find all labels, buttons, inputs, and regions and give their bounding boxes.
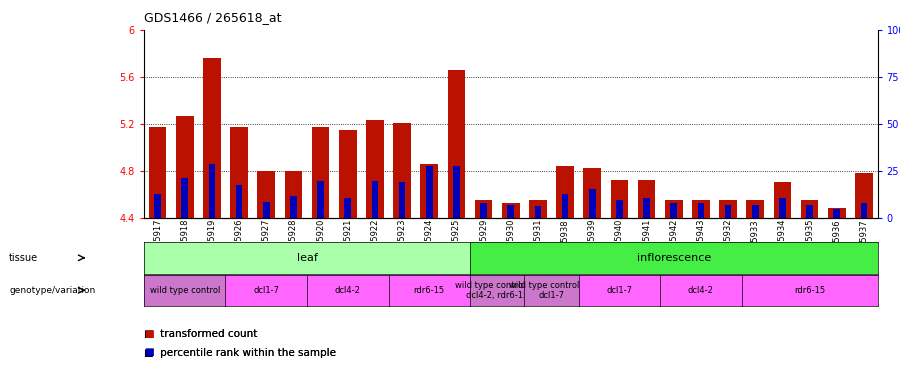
Bar bbox=[209, 164, 215, 218]
Bar bbox=[475, 200, 492, 217]
Bar bbox=[453, 166, 460, 218]
Text: wild type control for
dcl1-7: wild type control for dcl1-7 bbox=[509, 280, 594, 300]
Bar bbox=[508, 205, 514, 218]
Bar bbox=[692, 200, 710, 217]
Text: dcl4-2: dcl4-2 bbox=[688, 286, 714, 295]
Bar bbox=[833, 209, 840, 218]
Bar bbox=[236, 185, 242, 218]
Bar bbox=[182, 178, 188, 218]
Bar bbox=[447, 70, 465, 217]
Bar bbox=[644, 198, 650, 217]
Bar bbox=[583, 168, 601, 217]
Bar bbox=[284, 171, 302, 217]
Bar bbox=[616, 200, 623, 217]
Bar bbox=[290, 196, 297, 217]
Bar bbox=[176, 116, 194, 218]
Bar bbox=[230, 127, 248, 218]
Bar bbox=[263, 202, 270, 217]
Bar bbox=[393, 123, 411, 218]
Bar bbox=[372, 181, 378, 218]
Bar bbox=[670, 204, 677, 218]
Text: ■: ■ bbox=[144, 329, 154, 339]
Text: percentile rank within the sample: percentile rank within the sample bbox=[160, 348, 336, 357]
Bar bbox=[556, 166, 574, 218]
Text: ■  percentile rank within the sample: ■ percentile rank within the sample bbox=[144, 348, 336, 357]
Text: leaf: leaf bbox=[297, 253, 318, 263]
Bar bbox=[317, 181, 324, 218]
Bar bbox=[366, 120, 383, 218]
Bar bbox=[806, 205, 813, 218]
Bar bbox=[724, 205, 732, 218]
Text: genotype/variation: genotype/variation bbox=[9, 286, 95, 295]
Bar bbox=[719, 200, 737, 217]
Bar bbox=[529, 200, 546, 217]
Text: dcl4-2: dcl4-2 bbox=[335, 286, 361, 295]
Text: inflorescence: inflorescence bbox=[636, 253, 711, 263]
Bar bbox=[426, 166, 433, 218]
Bar bbox=[779, 198, 786, 217]
Text: tissue: tissue bbox=[9, 253, 38, 263]
Bar bbox=[665, 200, 682, 217]
Bar bbox=[562, 194, 569, 217]
Bar bbox=[257, 171, 275, 217]
Bar bbox=[610, 180, 628, 218]
Bar bbox=[746, 200, 764, 217]
Bar bbox=[481, 204, 487, 218]
Text: wild type control: wild type control bbox=[149, 286, 220, 295]
Bar bbox=[774, 182, 791, 218]
Bar bbox=[420, 164, 438, 218]
Text: transformed count: transformed count bbox=[160, 329, 257, 339]
Bar bbox=[154, 194, 161, 217]
Bar bbox=[203, 58, 220, 217]
Bar bbox=[801, 200, 818, 217]
Bar bbox=[698, 204, 705, 218]
Bar bbox=[502, 204, 519, 218]
Bar bbox=[535, 206, 541, 218]
Text: GDS1466 / 265618_at: GDS1466 / 265618_at bbox=[144, 11, 282, 24]
Bar bbox=[311, 127, 329, 218]
Bar bbox=[339, 130, 356, 218]
Bar bbox=[752, 205, 759, 218]
Text: rdr6-15: rdr6-15 bbox=[794, 286, 825, 295]
Bar bbox=[399, 182, 405, 218]
Bar bbox=[589, 189, 596, 217]
Bar bbox=[638, 180, 655, 218]
Bar bbox=[345, 198, 351, 217]
Bar bbox=[828, 208, 846, 218]
Bar bbox=[860, 204, 868, 218]
Text: dcl1-7: dcl1-7 bbox=[607, 286, 633, 295]
Text: wild type control for
dcl4-2, rdr6-15: wild type control for dcl4-2, rdr6-15 bbox=[454, 280, 539, 300]
Bar bbox=[855, 173, 873, 217]
Text: dcl1-7: dcl1-7 bbox=[253, 286, 279, 295]
Bar bbox=[148, 127, 166, 218]
Text: rdr6-15: rdr6-15 bbox=[414, 286, 445, 295]
Text: ■: ■ bbox=[144, 348, 154, 357]
Text: ■  transformed count: ■ transformed count bbox=[144, 329, 257, 339]
